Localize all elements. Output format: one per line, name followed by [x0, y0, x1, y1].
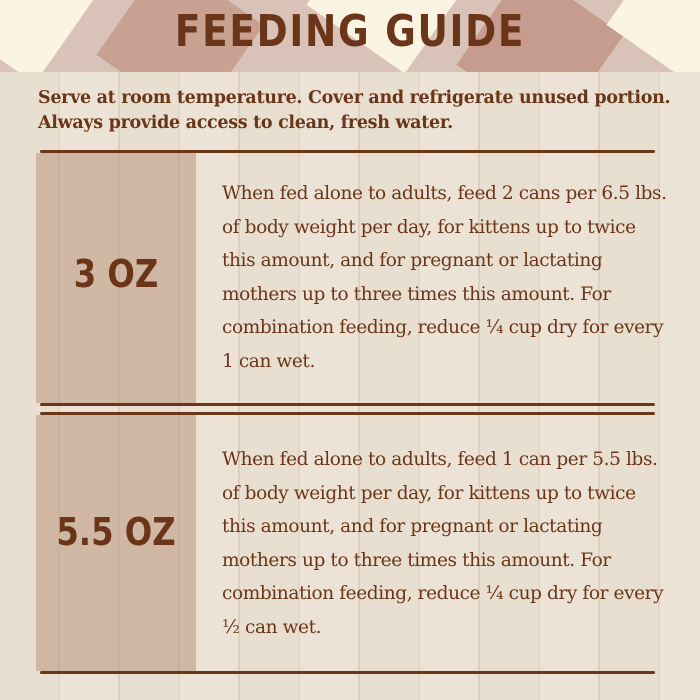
- divider: [40, 403, 655, 406]
- divider: [40, 150, 655, 153]
- intro-text: Serve at room temperature. Cover and ref…: [38, 88, 671, 133]
- size-panel: [36, 415, 196, 671]
- feeding-instructions: When fed alone to adults, feed 1 can per…: [222, 449, 664, 638]
- feeding-instructions: When fed alone to adults, feed 2 cans pe…: [222, 183, 667, 372]
- divider: [40, 671, 655, 674]
- page-title: FEEDING GUIDE: [174, 6, 526, 57]
- size-label: 5.5 OZ: [56, 510, 176, 554]
- size-label: 3 OZ: [73, 252, 159, 296]
- size-panel: [36, 153, 196, 403]
- divider: [40, 412, 655, 415]
- gingham-header: FEEDING GUIDE: [0, 0, 700, 72]
